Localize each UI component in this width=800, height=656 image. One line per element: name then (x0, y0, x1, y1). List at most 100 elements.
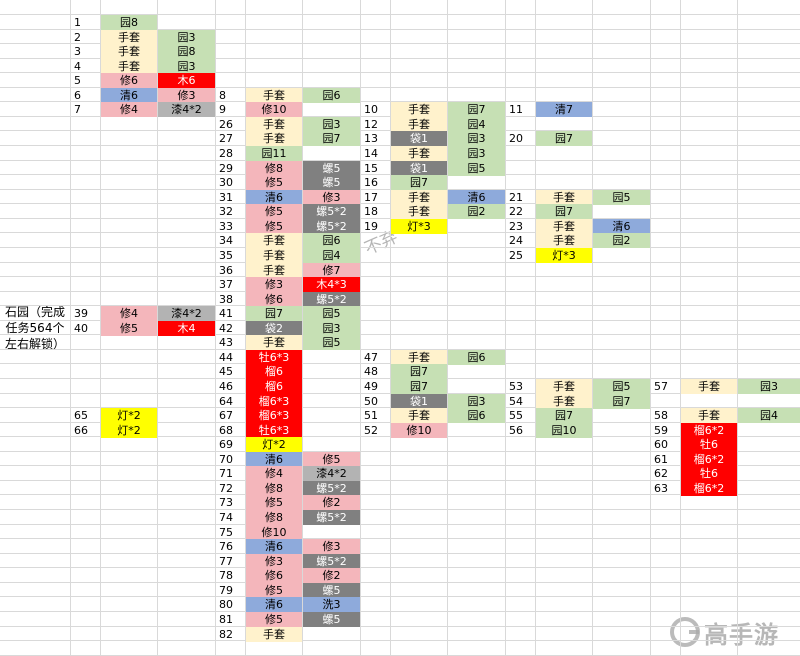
task-item: 修8 (246, 481, 302, 496)
task-number: 59 (654, 424, 668, 437)
task-number: 36 (219, 264, 233, 277)
task-number: 65 (74, 409, 88, 422)
task-item: 漆4*2 (158, 306, 215, 321)
task-number: 5 (74, 74, 81, 87)
task-item: 园10 (536, 423, 592, 438)
task-item: 清6 (101, 88, 157, 103)
grid-line-horizontal (0, 611, 800, 612)
task-number: 61 (654, 453, 668, 466)
grid-line-horizontal (0, 276, 800, 277)
task-number: 56 (509, 424, 523, 437)
task-item: 手套 (101, 30, 157, 45)
task-item: 木4*3 (303, 277, 360, 292)
grid-line-horizontal (0, 626, 800, 627)
task-number: 45 (219, 365, 233, 378)
grid-line-vertical (100, 0, 101, 655)
grid-line-horizontal (0, 247, 800, 248)
grid-line-vertical (157, 0, 158, 655)
task-number: 18 (364, 205, 378, 218)
task-number: 68 (219, 424, 233, 437)
task-number: 75 (219, 526, 233, 539)
task-number: 69 (219, 438, 233, 451)
task-item: 园5 (303, 306, 360, 321)
task-item: 袋1 (391, 131, 447, 146)
task-item: 修3 (246, 554, 302, 569)
task-item: 灯*2 (101, 423, 157, 438)
task-number: 4 (74, 60, 81, 73)
task-item: 园5 (448, 161, 505, 176)
task-item: 修3 (246, 277, 302, 292)
task-number: 20 (509, 132, 523, 145)
task-number: 6 (74, 89, 81, 102)
task-item: 园3 (738, 379, 800, 394)
task-item: 园3 (303, 321, 360, 336)
grid-line-horizontal (0, 72, 800, 73)
task-number: 38 (219, 293, 233, 306)
grid-line-vertical (535, 0, 536, 655)
task-number: 29 (219, 162, 233, 175)
task-item: 手套 (681, 408, 737, 423)
task-number: 77 (219, 555, 233, 568)
task-number: 81 (219, 613, 233, 626)
grid-line-horizontal (0, 87, 800, 88)
task-number: 50 (364, 395, 378, 408)
task-item: 修3 (303, 190, 360, 205)
task-number: 31 (219, 191, 233, 204)
task-number: 35 (219, 249, 233, 262)
task-item: 修3 (303, 539, 360, 554)
task-item: 榴6*3 (246, 408, 302, 423)
task-item: 园8 (101, 15, 157, 30)
task-item: 园2 (593, 233, 650, 248)
task-item: 螺5*2 (303, 510, 360, 525)
task-item: 园7 (536, 131, 592, 146)
task-number: 26 (219, 118, 233, 131)
task-item: 手套 (246, 88, 302, 103)
task-item: 手套 (101, 59, 157, 74)
task-number: 22 (509, 205, 523, 218)
grid-line-horizontal (0, 349, 800, 350)
task-item: 园7 (536, 408, 592, 423)
task-item: 牡6*3 (246, 423, 302, 438)
task-item: 灯*3 (536, 248, 592, 263)
grid-line-horizontal (0, 291, 800, 292)
task-item: 牡6 (681, 466, 737, 481)
task-item: 手套 (391, 146, 447, 161)
task-number: 23 (509, 220, 523, 233)
task-item: 清6 (593, 219, 650, 234)
task-item: 修6 (101, 73, 157, 88)
task-item: 修5 (246, 583, 302, 598)
task-item: 螺5*2 (303, 554, 360, 569)
task-item: 修5 (246, 612, 302, 627)
grid-line-vertical (592, 0, 593, 655)
grid-line-horizontal (0, 101, 800, 102)
task-item: 园6 (303, 88, 360, 103)
task-item: 袋2 (246, 321, 302, 336)
task-item: 园5 (593, 379, 650, 394)
task-item: 手套 (246, 627, 302, 642)
logo-icon (670, 617, 700, 647)
task-number: 58 (654, 409, 668, 422)
task-item: 园3 (448, 146, 505, 161)
task-number: 9 (219, 103, 226, 116)
task-item: 园8 (158, 44, 215, 59)
task-item: 修10 (391, 423, 447, 438)
grid-line-vertical (505, 0, 506, 655)
task-number: 17 (364, 191, 378, 204)
task-number: 14 (364, 147, 378, 160)
task-number: 49 (364, 380, 378, 393)
grid-line-horizontal (0, 58, 800, 59)
task-number: 33 (219, 220, 233, 233)
task-item: 木4 (158, 321, 215, 336)
task-item: 手套 (391, 204, 447, 219)
task-item: 木6 (158, 73, 215, 88)
task-item: 榴6*2 (681, 481, 737, 496)
task-item: 手套 (246, 335, 302, 350)
task-item: 手套 (536, 219, 592, 234)
task-item: 修2 (303, 568, 360, 583)
task-item: 漆4*2 (158, 102, 215, 117)
task-number: 78 (219, 569, 233, 582)
grid-line-horizontal (0, 494, 800, 495)
task-item: 园3 (303, 117, 360, 132)
grid-line-vertical (302, 0, 303, 655)
